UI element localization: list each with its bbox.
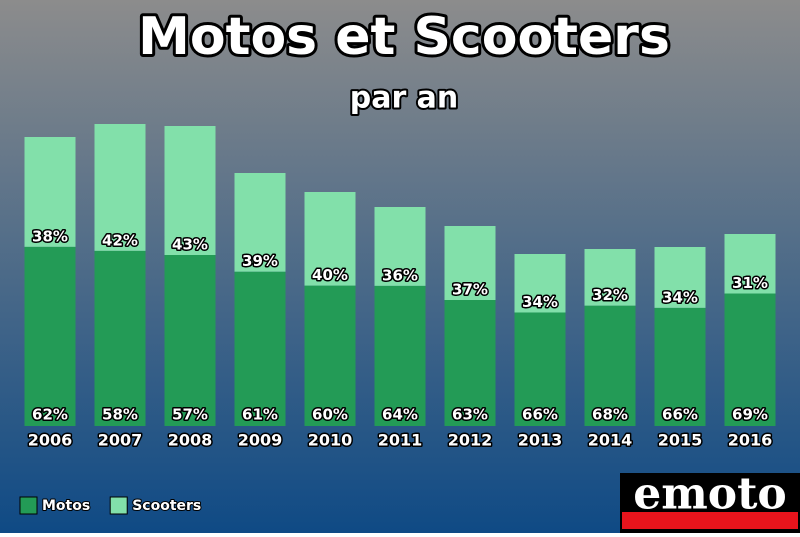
chart-subtitle: par an — [350, 81, 459, 116]
x-tick-label: 2010 — [308, 431, 353, 450]
value-label: 38% — [32, 227, 68, 245]
value-label: 37% — [452, 281, 488, 299]
x-tick-label: 2008 — [168, 431, 213, 450]
bar-segment — [94, 124, 146, 251]
value-label: 57% — [172, 406, 208, 424]
logo-text: emoto — [633, 469, 787, 520]
bar-segment — [374, 285, 426, 426]
value-label: 40% — [312, 266, 348, 284]
bar-segment — [444, 226, 496, 300]
legend-swatch — [109, 496, 128, 515]
value-label: 63% — [452, 406, 488, 424]
x-tick-label: 2006 — [28, 431, 73, 450]
value-label: 32% — [592, 286, 628, 304]
value-label: 43% — [172, 236, 208, 254]
bar-segment — [724, 234, 776, 294]
bar-segment — [164, 126, 216, 255]
value-label: 64% — [382, 406, 418, 424]
legend-label: Motos — [42, 498, 90, 514]
value-label: 61% — [242, 406, 278, 424]
value-label: 60% — [312, 406, 348, 424]
value-label: 34% — [522, 293, 558, 311]
bar-segment — [94, 250, 146, 426]
bar-segment — [24, 246, 76, 426]
bar-segment — [164, 255, 216, 426]
bar-segment — [724, 293, 776, 426]
value-label: 36% — [382, 266, 418, 284]
bar-segment — [234, 173, 286, 272]
logo-stripe — [622, 512, 798, 529]
logo: emoto — [620, 469, 800, 533]
x-tick-label: 2016 — [728, 431, 773, 450]
value-label: 31% — [732, 274, 768, 292]
value-label: 68% — [592, 406, 628, 424]
bar-segment — [234, 271, 286, 426]
x-tick-label: 2014 — [588, 431, 633, 450]
value-label: 34% — [662, 288, 698, 306]
x-tick-label: 2015 — [658, 431, 703, 450]
bar-segment — [654, 247, 706, 308]
x-tick-label: 2013 — [518, 431, 563, 450]
chart-title: Motos et Scooters — [138, 7, 670, 67]
bar-segment — [304, 285, 356, 426]
bar-segment — [584, 305, 636, 426]
legend-label: Scooters — [132, 498, 201, 514]
value-label: 39% — [242, 252, 278, 270]
bar-segment — [514, 312, 566, 426]
value-label: 69% — [732, 406, 768, 424]
bar-segment — [584, 249, 636, 306]
bar-segment — [654, 307, 706, 426]
bar-segment — [514, 254, 566, 313]
legend-swatch — [19, 496, 38, 515]
x-tick-label: 2011 — [378, 431, 423, 450]
value-label: 62% — [32, 406, 68, 424]
bar-segment — [444, 300, 496, 426]
value-label: 42% — [102, 231, 138, 249]
x-tick-label: 2007 — [98, 431, 143, 450]
x-tick-label: 2012 — [448, 431, 493, 450]
value-label: 66% — [522, 406, 558, 424]
bar-segment — [304, 192, 356, 286]
value-label: 58% — [102, 406, 138, 424]
value-label: 66% — [662, 406, 698, 424]
bar-segment — [374, 207, 426, 286]
x-tick-label: 2009 — [238, 431, 283, 450]
bar-segment — [24, 137, 76, 247]
